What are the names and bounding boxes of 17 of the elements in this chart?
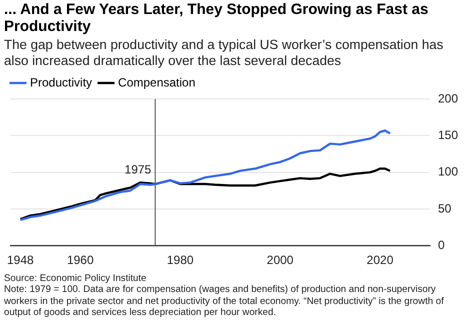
y-tick-label: 50 (438, 201, 452, 216)
text: Note: 1979 = 100. Data are for compensation (wages and benefits) of production and non-supervisory workers in the private sector and net productivity of the total economy. “Net productivity” is the growth of output of goods and services less depreciation per hour worked. (4, 284, 445, 318)
x-tick-label: 1980 (166, 253, 194, 268)
ref-line-label: 1975 (124, 162, 152, 176)
y-tick-label: 200 (438, 91, 458, 106)
x-tick-label: 2000 (266, 253, 294, 268)
y-tick-label: 100 (438, 164, 458, 179)
y-tick-label: 150 (438, 128, 458, 142)
chart-title: ... And a Few Years Later, They Stopped Growing as Fast as Productivity (4, 1, 430, 35)
source-note: Source: Economic Policy Institute (4, 273, 148, 284)
x-tick-label: 1948 (6, 253, 34, 268)
legend-label: Compensation (118, 75, 196, 90)
legend-label: Productivity (30, 75, 92, 90)
chart-subtitle: The gap between productivity and a typical US worker’s compensation has also increased dramatically over the last several decades (4, 37, 444, 69)
x-tick-label: 2020 (366, 253, 394, 268)
x-tick-label: 1960 (66, 253, 94, 268)
y-tick-label: 0 (438, 238, 445, 252)
